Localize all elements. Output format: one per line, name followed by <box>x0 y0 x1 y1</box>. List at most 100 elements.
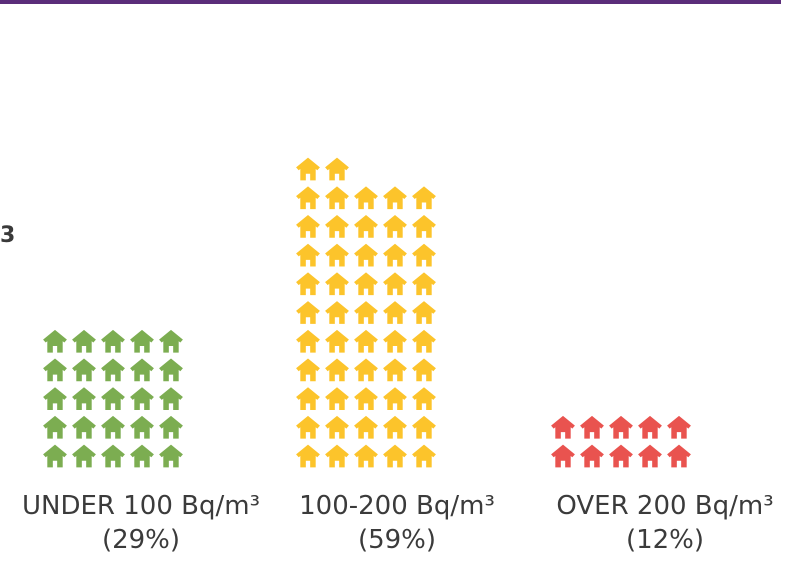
house-icon <box>130 329 154 353</box>
house-icon <box>101 415 125 439</box>
category-percent: (59%) <box>357 525 437 555</box>
house-icon <box>580 415 604 439</box>
category-label-over-200: OVER 200 Bq/m³ (12%) <box>545 489 785 557</box>
house-icon <box>354 186 378 210</box>
house-icon <box>412 301 436 324</box>
house-icon <box>296 415 320 439</box>
house-icon <box>412 358 436 382</box>
house-icon <box>638 415 662 439</box>
house-icon <box>354 444 378 468</box>
house-icon <box>609 415 633 439</box>
house-icon <box>159 415 183 439</box>
house-icon <box>383 243 407 267</box>
house-icon <box>383 444 407 468</box>
house-icon <box>325 157 349 181</box>
house-icon <box>354 243 378 267</box>
house-icon <box>72 387 96 410</box>
house-icon <box>551 444 575 468</box>
house-icon <box>296 301 320 324</box>
house-icon <box>354 272 378 296</box>
house-icon <box>412 186 436 210</box>
category-label-under-100: UNDER 100 Bq/m³ (29%) <box>21 489 261 557</box>
house-icon <box>354 387 378 410</box>
house-icon <box>354 415 378 439</box>
house-icon <box>101 444 125 468</box>
house-icon <box>296 243 320 267</box>
house-icon <box>43 415 67 439</box>
house-icon <box>296 272 320 296</box>
house-icon <box>667 444 691 468</box>
top-rule <box>0 0 781 4</box>
icon-stack-100-200 <box>296 157 436 468</box>
house-icon <box>325 358 349 382</box>
house-icon <box>383 358 407 382</box>
house-icon <box>412 329 436 353</box>
house-icon <box>325 301 349 324</box>
house-icon <box>354 329 378 353</box>
house-icon <box>159 329 183 353</box>
house-icon <box>72 415 96 439</box>
house-icon <box>101 358 125 382</box>
house-icon <box>325 444 349 468</box>
house-icon <box>325 415 349 439</box>
house-icon <box>72 444 96 468</box>
house-icon <box>130 358 154 382</box>
house-icon <box>43 358 67 382</box>
house-icon <box>580 444 604 468</box>
house-icon <box>72 358 96 382</box>
category-name: 100-200 Bq/m³ <box>299 491 495 521</box>
house-icon <box>296 157 320 181</box>
house-icon <box>296 358 320 382</box>
house-icon <box>325 215 349 238</box>
house-icon <box>72 329 96 353</box>
house-icon <box>412 215 436 238</box>
house-icon <box>296 186 320 210</box>
house-icon <box>551 415 575 439</box>
house-icon <box>383 415 407 439</box>
house-icon <box>43 329 67 353</box>
house-icon <box>296 329 320 353</box>
house-icon <box>43 387 67 410</box>
house-icon <box>383 387 407 410</box>
house-icon <box>130 415 154 439</box>
house-icon <box>325 329 349 353</box>
house-icon <box>638 444 662 468</box>
house-icon <box>412 444 436 468</box>
house-icon <box>354 215 378 238</box>
house-icon <box>383 186 407 210</box>
icon-stack-over-200 <box>551 415 691 468</box>
house-icon <box>412 387 436 410</box>
left-text-fragment: 3 <box>0 223 16 248</box>
house-icon <box>159 358 183 382</box>
house-icon <box>159 444 183 468</box>
house-icon <box>325 272 349 296</box>
category-label-100-200: 100-200 Bq/m³ (59%) <box>277 489 517 557</box>
house-icon <box>383 215 407 238</box>
house-icon <box>159 387 183 410</box>
house-icon <box>101 387 125 410</box>
category-name: OVER 200 Bq/m³ <box>556 491 774 521</box>
house-icon <box>412 415 436 439</box>
house-icon <box>325 186 349 210</box>
house-icon <box>296 444 320 468</box>
house-icon <box>354 301 378 324</box>
house-icon <box>383 329 407 353</box>
house-icon <box>325 387 349 410</box>
house-icon <box>101 329 125 353</box>
house-icon <box>130 444 154 468</box>
house-icon <box>412 272 436 296</box>
house-icon <box>412 243 436 267</box>
house-icon <box>667 415 691 439</box>
icon-layer <box>43 157 691 468</box>
icon-stack-under-100 <box>43 329 183 468</box>
house-icon <box>296 387 320 410</box>
category-name: UNDER 100 Bq/m³ <box>22 491 260 521</box>
house-icon <box>325 243 349 267</box>
house-icon <box>383 272 407 296</box>
house-icon <box>43 444 67 468</box>
category-percent: (29%) <box>101 525 181 555</box>
house-icon <box>354 358 378 382</box>
house-icon <box>296 215 320 238</box>
house-icon <box>130 387 154 410</box>
